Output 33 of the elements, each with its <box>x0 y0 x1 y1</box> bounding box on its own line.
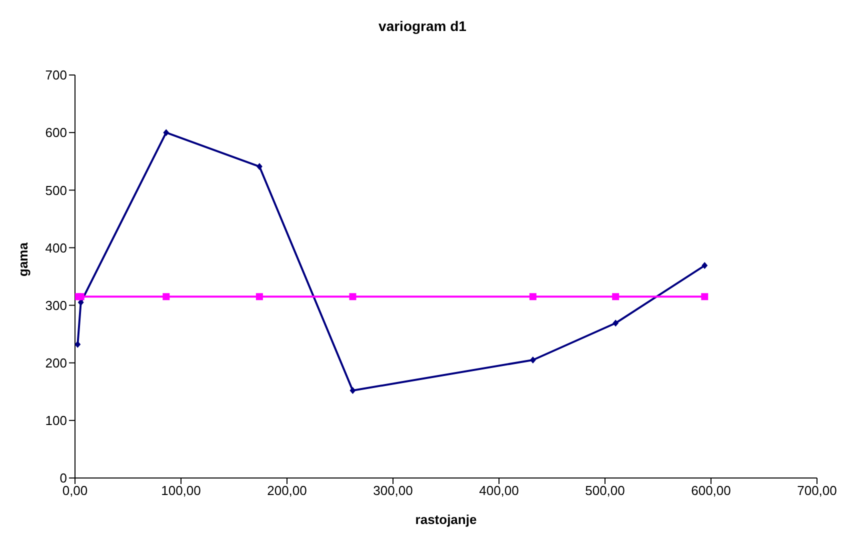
y-tick-label: 700 <box>45 68 67 83</box>
x-tick-label: 100,00 <box>161 483 201 498</box>
y-tick-label: 500 <box>45 182 67 198</box>
x-tick-label: 600,00 <box>691 483 731 498</box>
point <box>256 163 262 170</box>
y-tick-label: 0 <box>60 470 67 486</box>
y-tick-label: 300 <box>45 298 67 313</box>
point <box>612 293 620 300</box>
x-tick-label: 300,00 <box>373 483 413 498</box>
point <box>162 293 170 300</box>
x-tick-label: 700,00 <box>797 483 837 498</box>
point <box>75 340 81 348</box>
point <box>530 356 536 364</box>
point <box>612 320 619 327</box>
point <box>163 129 170 136</box>
point <box>702 262 708 270</box>
point <box>77 293 84 300</box>
x-tick-label: 200,00 <box>267 483 307 498</box>
x-axis-title: rastojanje <box>415 512 477 527</box>
point <box>256 293 263 300</box>
y-tick-label: 100 <box>45 413 67 428</box>
chart-title: variogram d1 <box>378 18 468 34</box>
y-axis-title: gama <box>16 242 31 276</box>
x-tick-label: 500,00 <box>585 483 625 498</box>
y-tick-label: 600 <box>45 125 67 140</box>
point <box>349 293 356 300</box>
point <box>529 293 536 300</box>
y-tick-label: 400 <box>45 240 67 256</box>
point <box>701 293 708 300</box>
y-tick-label: 200 <box>45 355 67 370</box>
x-tick-label: 400,00 <box>479 483 519 498</box>
x-tick-label: 0,00 <box>62 483 88 498</box>
point <box>350 386 356 394</box>
